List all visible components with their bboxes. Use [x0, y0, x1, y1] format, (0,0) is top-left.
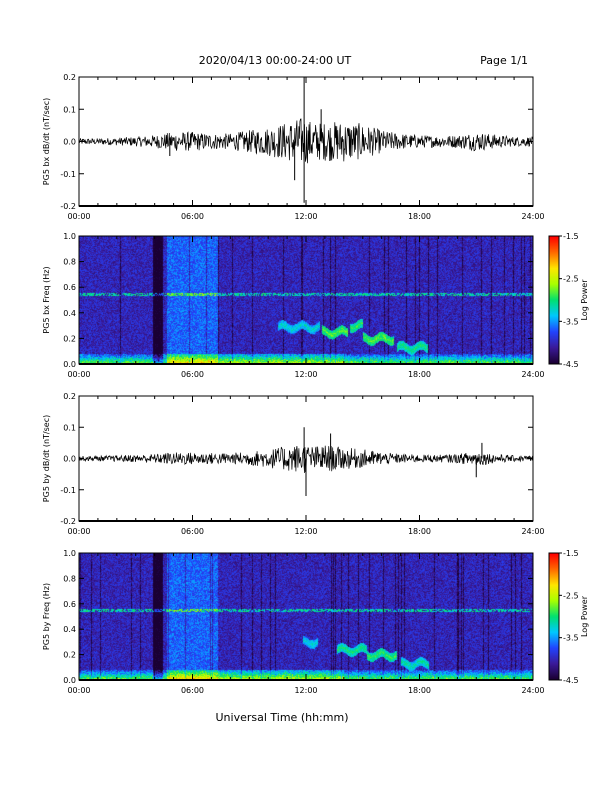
by-spectrogram-xtick-label-4: 24:00	[521, 686, 544, 695]
by-spectrogram-colorbar-tick-label-3: -4.5	[563, 676, 579, 685]
bx-spectrogram-xtick-label-3: 18:00	[408, 370, 431, 379]
by-spectrogram-ytick-label-2: 0.4	[63, 625, 76, 634]
by-spectrogram-colorbar	[549, 553, 559, 680]
bx-waveform-ytick-label-1: -0.1	[60, 170, 76, 179]
bx-spectrogram-ytick-label-1: 0.2	[63, 334, 76, 343]
by-spectrogram-xtick-label-3: 18:00	[408, 686, 431, 695]
by-spectrogram-xtick-label-1: 06:00	[181, 686, 204, 695]
by-waveform-ylabel: PG5 by dB/dt (nT/sec)	[42, 415, 51, 502]
by-spectrogram-xtick-label-0: 00:00	[67, 686, 90, 695]
bx-spectrogram-ytick-label-3: 0.6	[63, 283, 76, 292]
bx-spectrogram-xtick-label-4: 24:00	[521, 370, 544, 379]
bx-waveform-ylabel: PG5 bx dB/dt (nT/sec)	[42, 98, 51, 185]
bx-waveform-xtick-label-4: 24:00	[521, 212, 544, 221]
bx-spectrogram-xtick-label-1: 06:00	[181, 370, 204, 379]
by-spectrogram-ytick-label-1: 0.2	[63, 651, 76, 660]
bx-spectrogram-ytick-label-5: 1.0	[63, 232, 76, 241]
bx-waveform-ytick-label-3: 0.1	[63, 105, 76, 114]
bx-waveform-xtick-label-2: 12:00	[294, 212, 317, 221]
panels: 00:00 06:00 12:00 18:00 24:00 -0.2 -0.1 0.0 0.1 0…	[42, 73, 589, 695]
by-waveform-xtick-label-4: 24:00	[521, 527, 544, 536]
by-spectrogram-colorbar-tick-label-0: -1.5	[563, 549, 579, 558]
bx-waveform-trace	[78, 118, 534, 164]
by-waveform-ytick-label-4: 0.2	[63, 392, 76, 401]
bx-waveform-xtick-label-1: 06:00	[181, 212, 204, 221]
bx-spectrogram-ylabel: PG5 bx Freq (Hz)	[42, 266, 51, 333]
by-spectrogram-colorbar-label: Log Power	[580, 595, 589, 637]
by-spectrogram-panel: -1.5 -2.5 -3.5 -4.5 Log Power 00:00 06:00 12:00…	[42, 549, 589, 695]
by-waveform-xtick-label-1: 06:00	[181, 527, 204, 536]
by-waveform-ytick-label-2: 0.0	[63, 455, 76, 464]
bx-spectrogram-colorbar	[549, 236, 559, 364]
by-spectrogram-ytick-label-0: 0.0	[63, 676, 76, 685]
by-spectrogram-ytick-label-3: 0.6	[63, 600, 76, 609]
by-spectrogram-colorbar-tick-label-2: -3.5	[563, 634, 579, 643]
by-waveform-xtick-label-0: 00:00	[67, 527, 90, 536]
page-title: 2020/04/13 00:00-24:00 UT	[199, 54, 352, 67]
by-waveform-xtick-label-3: 18:00	[408, 527, 431, 536]
by-spectrogram-image	[79, 553, 533, 680]
by-waveform-xtick-label-2: 12:00	[294, 527, 317, 536]
bx-waveform-ytick-label-0: -0.2	[60, 202, 76, 211]
bx-spectrogram-colorbar-tick-label-0: -1.5	[563, 232, 579, 241]
bx-spectrogram-panel: -1.5 -2.5 -3.5 -4.5 Log Power 00:00 06:00 12:00…	[42, 232, 589, 379]
by-waveform-ytick-label-3: 0.1	[63, 423, 76, 432]
by-waveform-ytick-label-1: -0.1	[60, 486, 76, 495]
bx-spectrogram-xtick-label-2: 12:00	[294, 370, 317, 379]
page-number: Page 1/1	[480, 54, 528, 67]
bx-spectrogram-xtick-label-0: 00:00	[67, 370, 90, 379]
bx-spectrogram-ytick-label-4: 0.8	[63, 258, 76, 267]
bx-waveform-panel: 00:00 06:00 12:00 18:00 24:00 -0.2 -0.1 0.0 0.1 0…	[42, 73, 545, 221]
x-axis-label: Universal Time (hh:mm)	[216, 711, 349, 724]
bx-spectrogram-colorbar-frame	[548, 235, 560, 365]
by-spectrogram-colorbar-tick-label-1: -2.5	[563, 591, 579, 600]
by-waveform-panel: 00:00 06:00 12:00 18:00 24:00 -0.2 -0.1 0.0 0.1 0…	[42, 392, 545, 536]
bx-spectrogram-ytick-label-0: 0.0	[63, 360, 76, 369]
bx-spectrogram-image	[79, 236, 533, 364]
bx-waveform-ytick-label-4: 0.2	[63, 73, 76, 82]
bx-spectrogram-colorbar-tick-label-3: -4.5	[563, 360, 579, 369]
bx-waveform-ytick-label-2: 0.0	[63, 138, 76, 147]
by-spectrogram-ytick-label-4: 0.8	[63, 574, 76, 583]
bx-spectrogram-colorbar-label: Log Power	[580, 279, 589, 321]
by-spectrogram-colorbar-frame	[548, 552, 560, 681]
by-waveform-ytick-label-0: -0.2	[60, 517, 76, 526]
by-spectrogram-xtick-label-2: 12:00	[294, 686, 317, 695]
bx-spectrogram-colorbar-tick-label-2: -3.5	[563, 317, 579, 326]
bx-waveform-xtick-label-3: 18:00	[408, 212, 431, 221]
bx-spectrogram-colorbar-tick-label-1: -2.5	[563, 275, 579, 284]
by-spectrogram-ylabel: PG5 by Freq (Hz)	[42, 583, 51, 650]
by-spectrogram-ytick-label-5: 1.0	[63, 549, 76, 558]
bx-spectrogram-ytick-label-2: 0.4	[63, 309, 76, 318]
bx-waveform-xtick-label-0: 00:00	[67, 212, 90, 221]
